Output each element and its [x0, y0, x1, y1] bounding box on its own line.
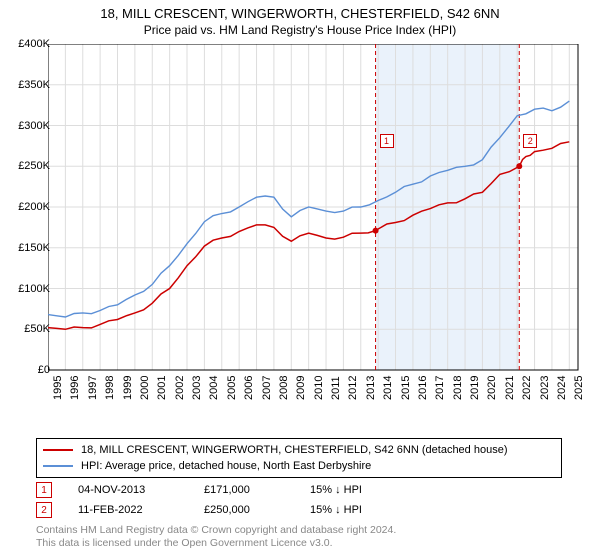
chart-svg [48, 44, 584, 404]
marker-row-1: 1 04-NOV-2013 £171,000 15% ↓ HPI [36, 480, 390, 500]
xtick-label: 2017 [434, 376, 446, 400]
xtick-label: 2013 [365, 376, 377, 400]
xtick-label: 2005 [226, 376, 238, 400]
ytick-label: £50K [0, 323, 50, 335]
xtick-label: 2015 [400, 376, 412, 400]
xtick-label: 2022 [521, 376, 533, 400]
chart-title: 18, MILL CRESCENT, WINGERWORTH, CHESTERF… [0, 0, 600, 21]
xtick-label: 2018 [452, 376, 464, 400]
xtick-label: 1995 [52, 376, 64, 400]
chart-area [48, 44, 584, 404]
chart-subtitle: Price paid vs. HM Land Registry's House … [0, 21, 600, 37]
marker-price-1: £171,000 [204, 484, 284, 496]
xtick-label: 2024 [556, 376, 568, 400]
ytick-label: £100K [0, 283, 50, 295]
legend-line-2 [43, 465, 73, 467]
xtick-label: 2023 [539, 376, 551, 400]
xtick-label: 2021 [504, 376, 516, 400]
chart-marker-box: 1 [380, 134, 394, 148]
chart-marker-box: 2 [523, 134, 537, 148]
xtick-label: 2020 [486, 376, 498, 400]
xtick-label: 1998 [104, 376, 116, 400]
legend-label-2: HPI: Average price, detached house, Nort… [81, 458, 371, 474]
marker-date-2: 11-FEB-2022 [78, 504, 178, 516]
marker-row-2: 2 11-FEB-2022 £250,000 15% ↓ HPI [36, 500, 390, 520]
marker-num-2: 2 [36, 502, 52, 518]
xtick-label: 1997 [87, 376, 99, 400]
xtick-label: 2007 [261, 376, 273, 400]
ytick-label: £350K [0, 79, 50, 91]
xtick-label: 2003 [191, 376, 203, 400]
ytick-label: £250K [0, 160, 50, 172]
ytick-label: £300K [0, 120, 50, 132]
legend-row-1: 18, MILL CRESCENT, WINGERWORTH, CHESTERF… [43, 442, 555, 458]
marker-pct-1: 15% ↓ HPI [310, 484, 390, 496]
footer-line-2: This data is licensed under the Open Gov… [36, 537, 396, 550]
ytick-label: £0 [0, 364, 50, 376]
footer-line-1: Contains HM Land Registry data © Crown c… [36, 524, 396, 537]
xtick-label: 2000 [139, 376, 151, 400]
xtick-label: 2025 [573, 376, 585, 400]
marker-table: 1 04-NOV-2013 £171,000 15% ↓ HPI 2 11-FE… [36, 480, 390, 520]
xtick-label: 2016 [417, 376, 429, 400]
legend-row-2: HPI: Average price, detached house, Nort… [43, 458, 555, 474]
xtick-label: 2019 [469, 376, 481, 400]
ytick-label: £150K [0, 242, 50, 254]
xtick-label: 2001 [156, 376, 168, 400]
xtick-label: 2011 [330, 376, 342, 400]
marker-price-2: £250,000 [204, 504, 284, 516]
xtick-label: 2012 [347, 376, 359, 400]
xtick-label: 2008 [278, 376, 290, 400]
xtick-label: 2014 [382, 376, 394, 400]
xtick-label: 1999 [122, 376, 134, 400]
xtick-label: 2002 [174, 376, 186, 400]
chart-container: 18, MILL CRESCENT, WINGERWORTH, CHESTERF… [0, 0, 600, 560]
footer-text: Contains HM Land Registry data © Crown c… [36, 524, 396, 550]
xtick-label: 1996 [69, 376, 81, 400]
legend-line-1 [43, 449, 73, 451]
marker-num-1: 1 [36, 482, 52, 498]
legend-box: 18, MILL CRESCENT, WINGERWORTH, CHESTERF… [36, 438, 562, 478]
ytick-label: £200K [0, 201, 50, 213]
marker-date-1: 04-NOV-2013 [78, 484, 178, 496]
xtick-label: 2009 [295, 376, 307, 400]
ytick-label: £400K [0, 38, 50, 50]
xtick-label: 2006 [243, 376, 255, 400]
legend-label-1: 18, MILL CRESCENT, WINGERWORTH, CHESTERF… [81, 442, 507, 458]
marker-pct-2: 15% ↓ HPI [310, 504, 390, 516]
xtick-label: 2004 [208, 376, 220, 400]
xtick-label: 2010 [313, 376, 325, 400]
